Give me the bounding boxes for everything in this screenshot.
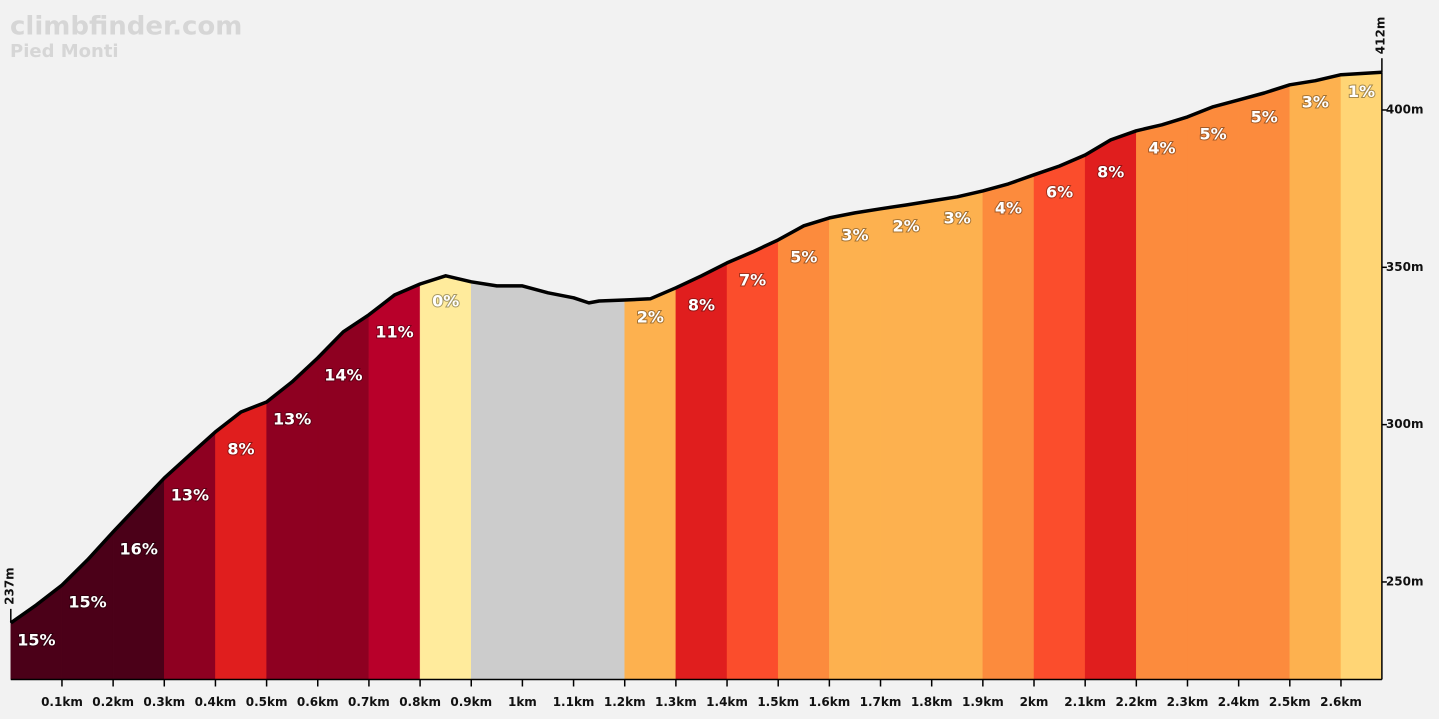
segment (419, 275, 472, 680)
grade-label: 5% (1199, 124, 1226, 143)
x-tick-label: 1.1km (553, 695, 595, 709)
segment (931, 190, 984, 680)
grade-label: 7% (739, 270, 766, 289)
x-tick-label: 1.4km (706, 695, 748, 709)
x-tick-label: 2.6km (1320, 695, 1362, 709)
elevation-label: 412m (1373, 17, 1387, 55)
grade-label: 8% (227, 439, 254, 458)
y-tick-label: 300m (1386, 417, 1424, 431)
x-tick-label: 2km (1020, 695, 1049, 709)
grade-label: 1% (1348, 82, 1375, 101)
grade-label: 14% (324, 365, 362, 384)
segment (1289, 74, 1342, 680)
x-tick-label: 2.1km (1064, 695, 1106, 709)
chart-subtitle: Pied Monti (10, 41, 119, 62)
plot: 15% 15% 16% 13% 8% 13% 14% 11% 0% 2% 8% 7% 5% 3% 2% 3% 4… (2, 17, 1423, 709)
x-tick-label: 0.6km (297, 695, 339, 709)
x-tick-label: 0.5km (246, 695, 288, 709)
elevation-label: 237m (2, 567, 16, 605)
grade-label: 4% (995, 198, 1022, 217)
grade-label: 2% (893, 216, 920, 235)
grade-label: 13% (171, 486, 209, 505)
grade-label: 2% (637, 308, 664, 327)
segment (522, 285, 574, 680)
x-tick-label: 0.1km (41, 695, 83, 709)
x-tick-label: 0.2km (92, 695, 134, 709)
x-tick-label: 0.3km (143, 695, 185, 709)
grade-label: 8% (688, 295, 715, 314)
segment (1136, 116, 1188, 680)
segment (880, 200, 932, 680)
y-tick-label: 250m (1386, 574, 1424, 588)
segment (1187, 99, 1239, 680)
grade-label: 0% (432, 291, 459, 310)
segment (777, 217, 830, 680)
segment (1084, 130, 1137, 680)
segment (1340, 71, 1383, 680)
grade-label: 8% (1097, 162, 1124, 181)
x-tick-label: 0.9km (450, 695, 492, 709)
segment (266, 357, 319, 680)
grade-label: 3% (1302, 92, 1329, 111)
x-tick-label: 1.3km (655, 695, 697, 709)
chart-title: climbfinder.com (10, 12, 242, 42)
segment (1033, 154, 1086, 680)
segment (573, 297, 625, 680)
grade-label: 6% (1046, 182, 1073, 201)
x-tick-label: 1.6km (808, 695, 850, 709)
segment (470, 281, 523, 680)
x-tick-label: 2.5km (1269, 695, 1311, 709)
segment (624, 287, 677, 680)
grade-label: 15% (68, 593, 106, 612)
grade-label: 3% (841, 225, 868, 244)
x-tick-label: 1.2km (604, 695, 646, 709)
x-tick-label: 1.9km (962, 695, 1004, 709)
grade-label: 3% (944, 208, 971, 227)
grade-label: 5% (790, 247, 817, 266)
x-tick-label: 0.4km (195, 695, 237, 709)
y-tick-label: 400m (1386, 102, 1424, 116)
x-tick-label: 2.4km (1218, 695, 1260, 709)
segment (1238, 84, 1291, 680)
segment (368, 283, 421, 680)
grade-label: 5% (1251, 107, 1278, 126)
segment (829, 208, 881, 680)
segment (726, 239, 779, 680)
grade-label: 13% (273, 409, 311, 428)
segment (982, 174, 1035, 680)
profile-line (9, 70, 1383, 625)
x-tick-label: 1.5km (757, 695, 799, 709)
x-tick-label: 0.7km (348, 695, 390, 709)
grade-label: 16% (120, 539, 158, 558)
segment (675, 262, 728, 680)
grade-label: 4% (1148, 138, 1175, 157)
x-tick-label: 2.3km (1167, 695, 1209, 709)
x-tick-label: 0.8km (399, 695, 441, 709)
x-tick-label: 1.8km (911, 695, 953, 709)
x-tick-label: 1.7km (860, 695, 902, 709)
x-tick-label: 2.2km (1115, 695, 1157, 709)
grade-label: 11% (375, 322, 413, 341)
x-tick-label: 1km (508, 695, 537, 709)
grade-label: 15% (17, 630, 55, 649)
y-tick-label: 350m (1386, 260, 1424, 274)
